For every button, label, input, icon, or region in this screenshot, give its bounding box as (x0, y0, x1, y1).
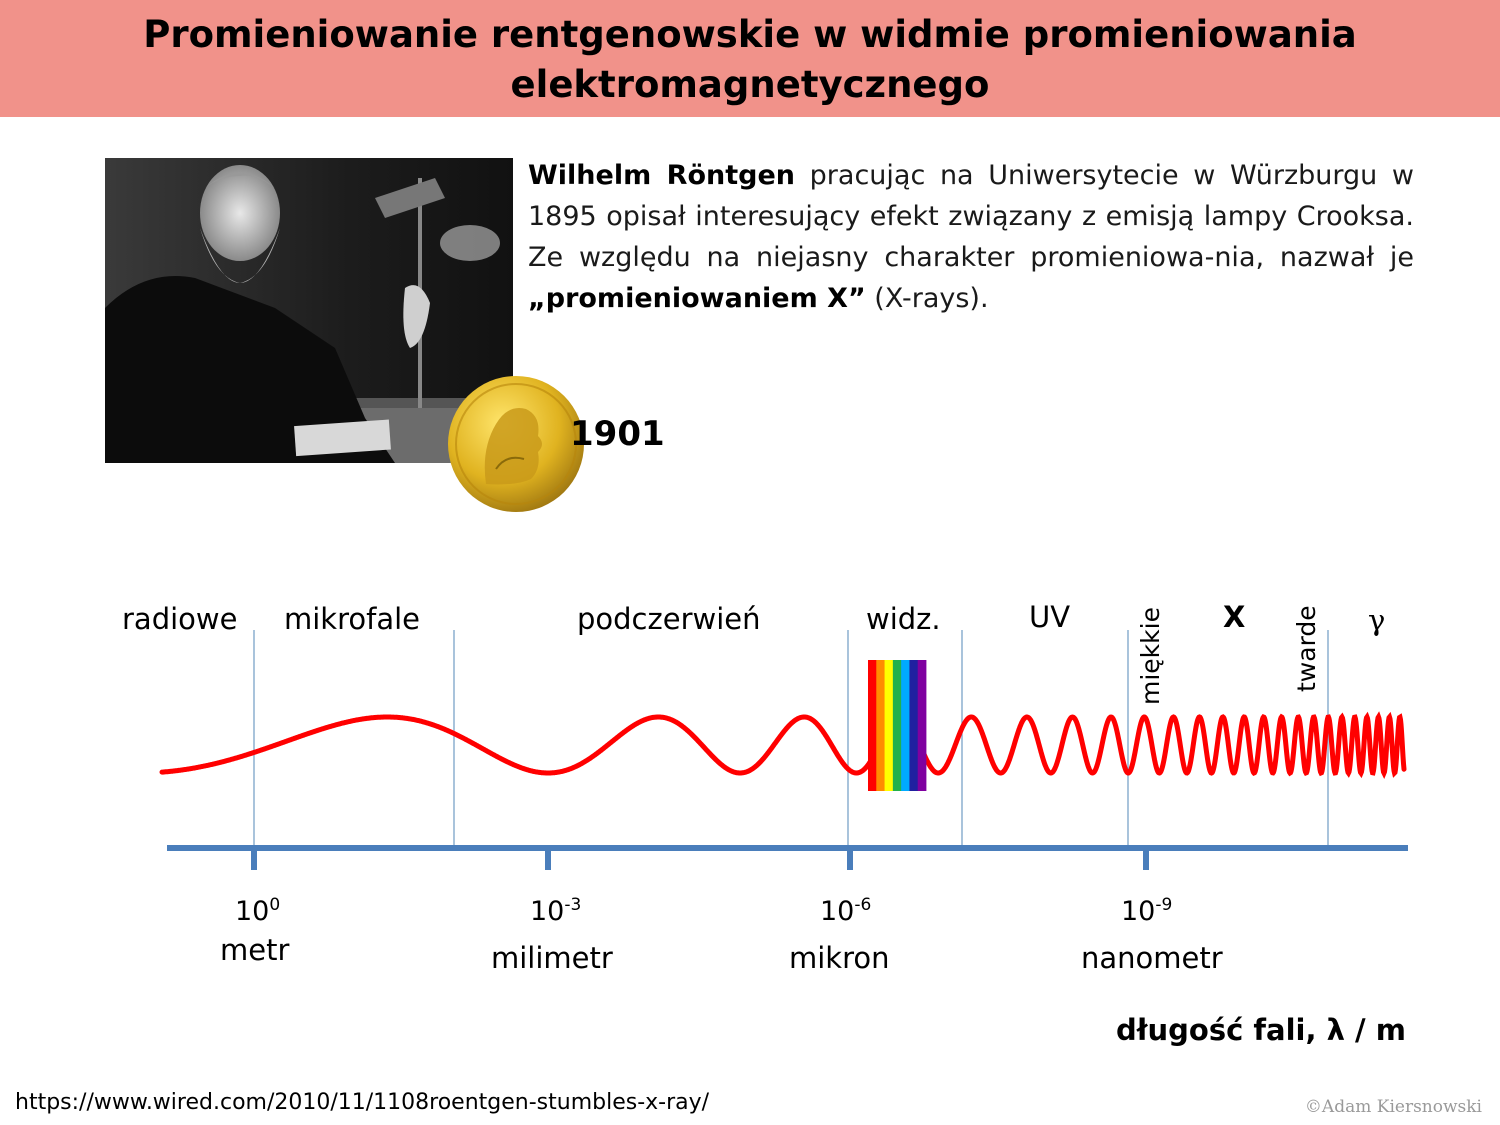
rainbow-stripe (917, 660, 927, 791)
band-label-microwave: mikrofale (284, 602, 421, 636)
wave-curve (159, 711, 1407, 780)
tick-base: 10 (1121, 896, 1156, 927)
tick-label-1e-9: 10-9 (1121, 895, 1172, 927)
page-title: Promieniowanie rentgenowskie w widmie pr… (0, 10, 1500, 110)
axis-tick (1143, 848, 1149, 870)
rainbow-stripe (909, 660, 919, 791)
tick-label-1e-3: 10-3 (530, 895, 581, 927)
tick-exponent: -6 (854, 895, 872, 915)
source-url: https://www.wired.com/2010/11/1108roentg… (15, 1090, 710, 1115)
intro-text-1: pracując na Uniwersytecie w Würzburgu w … (528, 160, 1414, 273)
title-line-2: elektromagnetycznego (510, 63, 990, 106)
band-label-gamma: γ (1368, 603, 1386, 637)
tick-label-1e0: 100 (235, 895, 280, 927)
tick-label-1e-6: 10-6 (820, 895, 871, 927)
intro-text-2: (X-rays). (865, 283, 989, 314)
tick-exponent: -3 (564, 895, 582, 915)
tick-base: 10 (820, 896, 855, 927)
rainbow-stripe (892, 660, 902, 791)
visible-rainbow (868, 660, 927, 791)
roentgen-photo (105, 158, 513, 463)
axis-tick (545, 848, 551, 870)
rainbow-stripe (876, 660, 885, 791)
tick-unit-metre: metr (220, 933, 290, 967)
tick-unit-micron: mikron (789, 941, 890, 975)
intro-paragraph: Wilhelm Röntgen pracując na Uniwersyteci… (528, 155, 1414, 319)
tick-unit-nanometre: nanometr (1081, 941, 1223, 975)
tick-base: 10 (235, 896, 270, 927)
rainbow-stripe (884, 660, 894, 791)
axis-tick (847, 848, 853, 870)
title-bar (0, 0, 1500, 117)
rainbow-stripe (901, 660, 910, 791)
band-label-x: X (1223, 600, 1246, 634)
band-label-soft: miękkie (1136, 607, 1165, 705)
title-line-1: Promieniowanie rentgenowskie w widmie pr… (143, 13, 1357, 56)
tick-base: 10 (530, 896, 565, 927)
tick-exponent: -9 (1155, 895, 1173, 915)
band-label-uv: UV (1029, 600, 1071, 634)
axis-tick-marks (251, 848, 1149, 870)
band-dividers (253, 630, 1329, 848)
axis-title: długość fali, λ / m (1116, 1013, 1406, 1047)
band-label-radio: radiowe (122, 602, 238, 636)
xray-term: „promieniowaniem X” (528, 283, 866, 314)
axis-tick (251, 848, 257, 870)
band-label-visible: widz. (866, 602, 941, 636)
em-spectrum-diagram (159, 630, 1408, 870)
nobel-medal-icon (448, 376, 584, 512)
band-label-infrared: podczerwień (577, 602, 761, 636)
tick-exponent: 0 (269, 895, 281, 915)
name-roentgen: Wilhelm Röntgen (528, 160, 796, 191)
rainbow-stripe (868, 660, 877, 791)
band-label-hard: twarde (1292, 605, 1321, 692)
copyright: ©Adam Kiersnowski (1304, 1097, 1482, 1117)
nobel-year: 1901 (570, 414, 665, 454)
tick-unit-millimetre: milimetr (491, 941, 613, 975)
